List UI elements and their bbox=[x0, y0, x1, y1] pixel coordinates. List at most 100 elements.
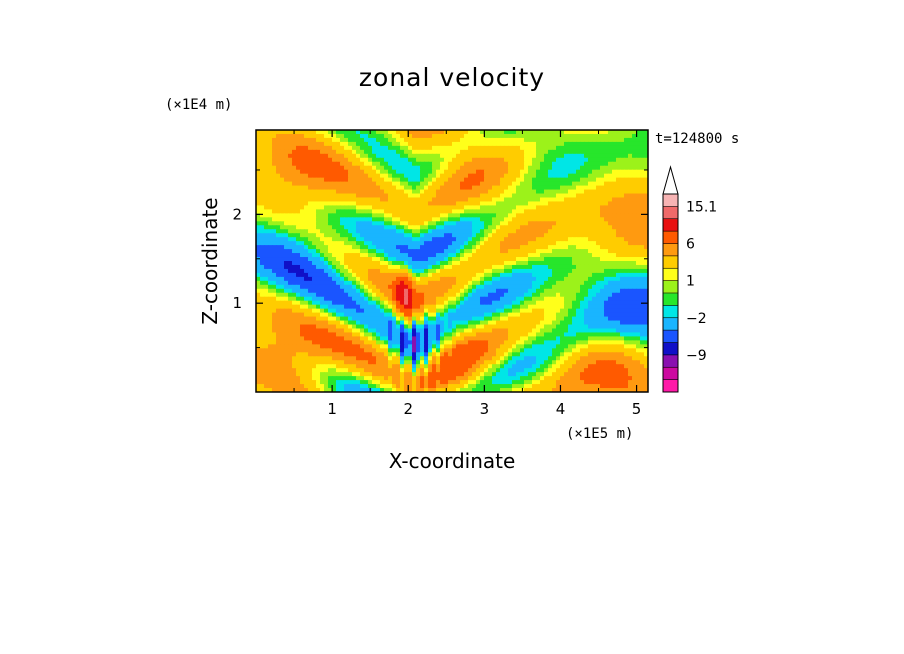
field-cell bbox=[568, 245, 573, 250]
field-cell bbox=[536, 268, 541, 274]
field-cell bbox=[284, 169, 289, 175]
field-cell bbox=[412, 268, 417, 274]
field-cell bbox=[308, 201, 313, 207]
field-cell bbox=[480, 268, 485, 274]
field-cell bbox=[348, 253, 353, 258]
field-cell bbox=[644, 197, 648, 203]
field-cell bbox=[444, 177, 449, 183]
field-cell bbox=[636, 292, 641, 298]
field-cell bbox=[528, 241, 533, 246]
field-cell bbox=[588, 221, 593, 226]
field-cell bbox=[296, 185, 301, 191]
field-cell bbox=[516, 328, 521, 334]
field-cell bbox=[288, 308, 293, 314]
field-cell bbox=[488, 177, 493, 183]
field-cell bbox=[508, 237, 513, 242]
field-cell bbox=[304, 205, 309, 210]
field-cell bbox=[336, 241, 341, 246]
field-cell bbox=[640, 157, 645, 163]
field-cell bbox=[628, 189, 633, 195]
field-cell bbox=[532, 237, 537, 242]
field-cell bbox=[468, 161, 473, 167]
field-cell bbox=[488, 276, 493, 282]
field-cell bbox=[364, 229, 369, 234]
field-cell bbox=[400, 316, 405, 322]
field-cell bbox=[488, 137, 493, 143]
field-cell bbox=[304, 145, 309, 151]
field-cell bbox=[324, 225, 329, 230]
field-cell bbox=[492, 324, 497, 330]
field-cell bbox=[412, 185, 417, 191]
field-cell bbox=[256, 197, 261, 203]
field-cell bbox=[564, 312, 569, 318]
field-cell bbox=[364, 261, 369, 266]
field-cell bbox=[316, 201, 321, 207]
field-cell bbox=[588, 292, 593, 298]
field-cell bbox=[416, 181, 421, 187]
field-cell bbox=[532, 130, 537, 135]
field-cell bbox=[432, 197, 437, 203]
field-cell bbox=[272, 257, 277, 262]
field-cell bbox=[340, 308, 345, 314]
field-cell bbox=[336, 201, 341, 207]
field-cell bbox=[380, 284, 385, 290]
field-cell bbox=[380, 185, 385, 191]
field-cell bbox=[572, 320, 577, 326]
field-cell bbox=[436, 153, 441, 159]
field-cell bbox=[572, 145, 577, 151]
field-cell bbox=[528, 213, 533, 218]
field-cell bbox=[468, 328, 473, 334]
field-cell bbox=[436, 130, 441, 135]
field-cell bbox=[528, 296, 533, 302]
field-cell bbox=[588, 241, 593, 246]
field-cell bbox=[440, 253, 445, 258]
field-cell bbox=[644, 137, 648, 143]
field-cell bbox=[528, 280, 533, 286]
field-cell bbox=[636, 177, 641, 183]
field-cell bbox=[536, 189, 541, 195]
field-cell bbox=[356, 328, 361, 334]
field-cell bbox=[616, 133, 621, 139]
field-cell bbox=[480, 233, 485, 238]
field-cell bbox=[280, 233, 285, 238]
field-cell bbox=[268, 217, 273, 222]
field-cell bbox=[368, 193, 373, 199]
field-cell bbox=[348, 249, 353, 254]
field-cell bbox=[508, 181, 513, 187]
field-cell bbox=[292, 201, 297, 207]
field-cell bbox=[292, 217, 297, 222]
field-cell bbox=[300, 137, 305, 143]
field-cell bbox=[300, 308, 305, 314]
field-cell bbox=[556, 201, 561, 207]
field-cell bbox=[364, 189, 369, 195]
field-cell bbox=[352, 312, 357, 318]
field-cell bbox=[476, 288, 481, 294]
field-cell bbox=[380, 149, 385, 155]
field-cell bbox=[552, 197, 557, 203]
field-cell bbox=[404, 189, 409, 195]
field-cell bbox=[536, 137, 541, 143]
field-cell bbox=[604, 217, 609, 222]
field-cell bbox=[356, 193, 361, 199]
field-cell bbox=[552, 304, 557, 310]
field-cell bbox=[548, 197, 553, 203]
field-cell bbox=[420, 221, 425, 226]
field-cell bbox=[612, 189, 617, 195]
field-cell bbox=[300, 316, 305, 322]
field-cell bbox=[400, 169, 405, 175]
field-cell bbox=[412, 137, 417, 143]
field-cell bbox=[316, 145, 321, 151]
field-cell bbox=[360, 130, 365, 135]
field-cell bbox=[456, 272, 461, 278]
field-cell bbox=[544, 133, 549, 139]
field-cell bbox=[600, 316, 605, 322]
field-cell bbox=[568, 253, 573, 258]
field-cell bbox=[316, 280, 321, 286]
field-cell bbox=[316, 157, 321, 163]
field-cell bbox=[492, 304, 497, 310]
field-cell bbox=[368, 249, 373, 254]
field-cell bbox=[456, 264, 461, 270]
field-cell bbox=[516, 280, 521, 286]
field-cell bbox=[560, 221, 565, 226]
field-cell bbox=[376, 312, 381, 318]
